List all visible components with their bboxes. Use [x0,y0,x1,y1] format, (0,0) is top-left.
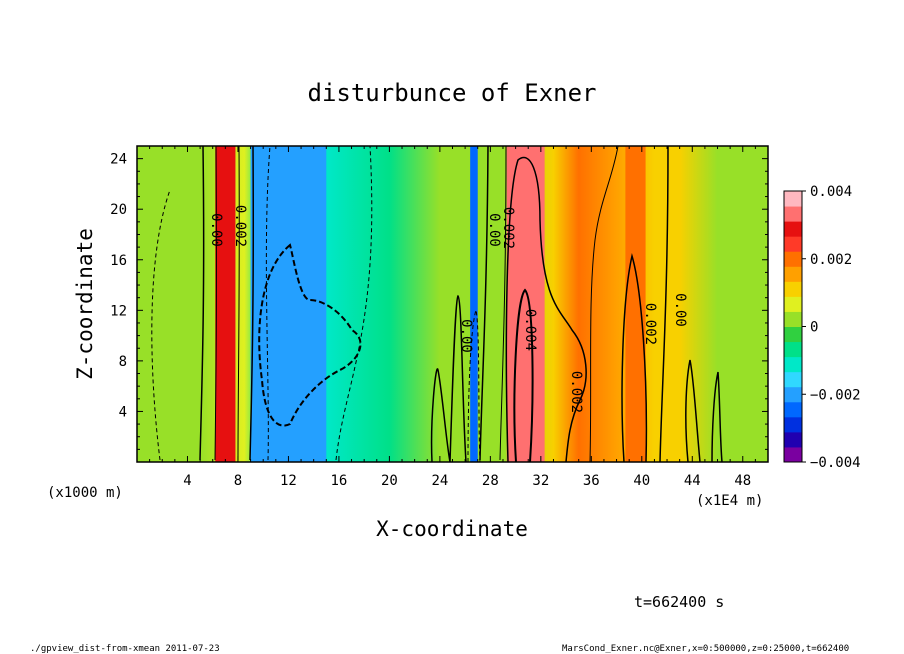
colorbar-swatch [784,371,802,388]
colorbar-swatch [784,296,802,312]
contour-line [467,309,481,462]
contour-label: 0.00 [486,213,502,247]
x-tick-label: 24 [431,473,448,489]
colorbar-label: 0.002 [810,252,852,268]
contour-line [265,146,271,461]
y-axis: 4 8 12 16 20 24 [110,152,768,450]
colorbar-swatch [784,236,802,252]
colorbar-swatch [784,356,802,373]
x-tick-label: 44 [684,473,701,489]
colorbar-label: −0.002 [810,387,861,403]
contour-line [249,146,255,461]
contour-line [430,368,451,462]
x-tick-label: 40 [633,473,650,489]
colorbar-label: −0.004 [810,455,861,471]
colorbar-swatch [784,281,802,297]
field-feature [506,146,545,462]
x-tick-label: 48 [734,473,751,489]
contour-line [589,146,619,462]
field-feature [470,146,478,462]
colorbar-swatch [784,386,802,403]
colorbar-swatch [784,206,802,222]
x-tick-label: 28 [482,473,499,489]
field-feature [215,146,236,462]
colorbar-swatch [784,401,802,418]
footer-right: MarsCond_Exner.nc@Exner,x=0:500000,z=0:2… [562,644,849,654]
contour-label: 0.002 [642,303,658,345]
contour-label: 0.002 [232,205,248,247]
y-tick-label: 12 [110,303,127,319]
y-unit-note: (x1000 m) [47,485,123,501]
contour-line [335,146,373,461]
colorbar-swatch [784,326,802,343]
contour-line [621,253,648,462]
y-tick-label: 24 [110,152,127,168]
contour-line [499,146,507,461]
contour-line [659,146,669,462]
x-tick-label: 32 [532,473,549,489]
x-unit-note: (x1E4 m) [696,493,763,509]
contour-label: 0.004 [522,309,538,351]
y-tick-label: 4 [119,404,127,420]
contour-line [479,146,489,461]
contour-line [237,146,240,461]
contour-line [199,146,205,461]
contour-label: 0.00 [458,319,474,353]
field-feature [625,146,646,462]
field-feature [250,146,327,462]
y-tick-label: 8 [119,354,127,370]
chart-title: disturbunce of Exner [308,79,597,107]
contour-line [449,294,467,462]
y-axis-label: Z-coordinate [73,228,97,380]
contour-line [711,371,723,462]
colorbar: 0.004 0.002 0 −0.002 −0.004 [783,184,861,471]
contour-line [258,243,362,427]
colorbar-label: 0.004 [810,184,852,200]
contour-line [505,156,587,462]
contour-line [685,359,701,462]
contour-line [151,189,171,461]
y-tick-label: 20 [110,202,127,218]
contour-label: 0.002 [568,371,584,413]
time-label: t=662400 s [634,593,724,611]
contour-label: 0.00 [208,213,224,247]
x-tick-label: 8 [234,473,242,489]
colorbar-swatch [784,251,802,267]
colorbar-swatch [784,266,802,282]
x-tick-label: 36 [583,473,600,489]
contour-line [513,288,534,462]
x-tick-label: 16 [330,473,347,489]
x-axis-label: X-coordinate [376,517,528,541]
colorbar-swatch [784,416,802,433]
x-axis: 4 8 12 16 20 24 28 32 36 40 44 48 [149,146,756,489]
colorbar-swatch [784,221,802,237]
colorbar-swatch [784,341,802,358]
contour-label: 0.00 [672,293,688,327]
x-tick-label: 4 [183,473,191,489]
colorbar-swatch [784,446,802,463]
y-tick-label: 16 [110,253,127,269]
colorbar-label: 0 [810,320,818,336]
plot-background [137,146,768,462]
colorbar-swatch [784,311,802,327]
contour-line [214,146,217,461]
contour-label: 0.002 [500,207,516,249]
footer-left: ./gpview_dist-from-xmean 2011-07-23 [30,644,220,654]
x-tick-label: 12 [280,473,297,489]
colorbar-swatch [784,431,802,448]
colorbar-swatch [784,191,802,207]
x-tick-label: 20 [381,473,398,489]
